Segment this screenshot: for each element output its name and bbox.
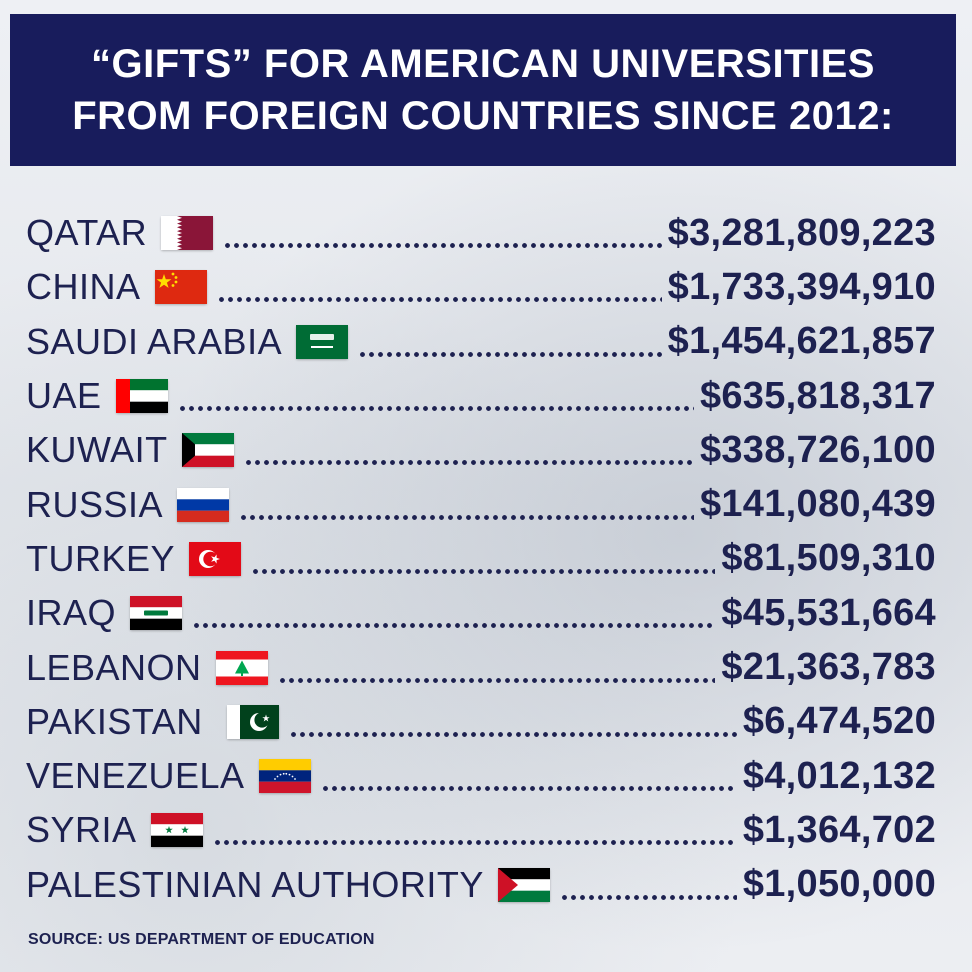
syria-flag-icon [150,813,203,848]
kuwait-flag-icon [181,433,234,468]
dot-leader [288,704,737,739]
country-name: PAKISTAN [26,700,203,742]
country-list: QATAR $3,281,809,223 CHINA $1,733,394,91… [26,206,936,912]
amount: $1,454,621,857 [667,320,936,363]
amount: $141,080,439 [699,483,936,526]
amount: $45,531,664 [721,591,936,634]
russia-flag-icon [177,487,230,522]
title-banner: “GIFTS” FOR AMERICAN UNIVERSITIES FROM F… [10,14,956,166]
dot-leader [223,216,662,251]
list-item-palestinian-authority: PALESTINIAN AUTHORITY $1,050,000 [26,858,936,912]
country-name: UAE [26,375,102,417]
amount: $1,733,394,910 [667,265,936,308]
list-item-russia: RUSSIA $141,080,439 [26,477,936,531]
list-item-china: CHINA $1,733,394,910 [26,260,936,314]
country-name: CHINA [26,266,141,308]
dot-leader [212,813,737,848]
list-item-pakistan: PAKISTAN $6,474,520 [26,695,936,749]
country-name: SYRIA [26,809,137,851]
country-name: VENEZUELA [26,755,245,797]
country-name: PALESTINIAN AUTHORITY [26,863,484,905]
country-name: TURKEY [26,537,176,579]
venezuela-flag-icon [258,759,311,794]
country-name: SAUDI ARABIA [26,320,283,362]
china-flag-icon [154,270,207,305]
country-name: LEBANON [26,646,202,688]
list-item-venezuela: VENEZUELA $4,012,132 [26,749,936,803]
saudi-arabia-flag-icon [296,324,349,359]
iraq-flag-icon [130,596,183,631]
list-item-turkey: TURKEY $81,509,310 [26,532,936,586]
amount: $635,818,317 [699,374,936,417]
dot-leader [177,379,694,414]
dot-leader [243,433,694,468]
amount: $4,012,132 [742,754,936,797]
lebanon-flag-icon [215,650,268,685]
dot-leader [320,759,737,794]
dot-leader [277,650,716,685]
uae-flag-icon [115,379,168,414]
dot-leader [192,596,716,631]
dot-leader [559,867,737,902]
list-item-kuwait: KUWAIT $338,726,100 [26,423,936,477]
amount: $1,050,000 [742,863,936,906]
dot-leader [239,487,694,522]
amount: $1,364,702 [742,808,936,851]
country-name: QATAR [26,212,148,254]
country-name: KUWAIT [26,429,168,471]
palestine-flag-icon [497,867,550,902]
dot-leader [251,541,716,576]
list-item-qatar: QATAR $3,281,809,223 [26,206,936,260]
amount: $21,363,783 [721,646,936,689]
country-name: IRAQ [26,592,117,634]
title-line-1: “GIFTS” FOR AMERICAN UNIVERSITIES [91,42,875,86]
amount: $338,726,100 [699,428,936,471]
amount: $6,474,520 [742,700,936,743]
amount: $81,509,310 [721,537,936,580]
qatar-flag-icon [161,216,214,251]
dot-leader [358,324,662,359]
country-name: RUSSIA [26,483,164,525]
pakistan-flag-icon [226,704,279,739]
list-item-uae: UAE $635,818,317 [26,369,936,423]
dot-leader [216,270,662,305]
turkey-flag-icon [189,541,242,576]
list-item-syria: SYRIA $1,364,702 [26,803,936,857]
list-item-saudi-arabia: SAUDI ARABIA $1,454,621,857 [26,315,936,369]
list-item-lebanon: LEBANON $21,363,783 [26,640,936,694]
source-note: SOURCE: US DEPARTMENT OF EDUCATION [28,931,375,948]
title-line-2: FROM FOREIGN COUNTRIES SINCE 2012: [72,94,894,138]
list-item-iraq: IRAQ $45,531,664 [26,586,936,640]
amount: $3,281,809,223 [667,211,936,254]
